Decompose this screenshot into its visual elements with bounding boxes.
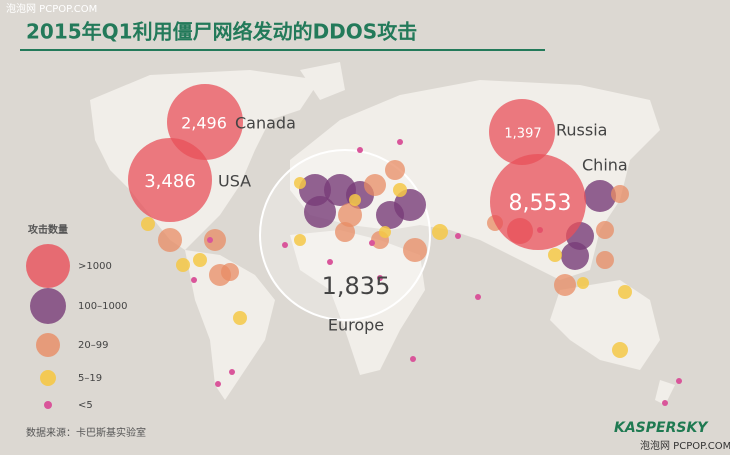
bubble	[676, 378, 682, 384]
bubble	[191, 277, 197, 283]
legend-label: 20–99	[78, 340, 108, 351]
watermark: 泡泡网 PCPOP.COM	[640, 439, 730, 452]
region-name: Canada	[235, 114, 296, 133]
bubble	[403, 238, 427, 262]
legend-swatch	[44, 401, 52, 409]
bubble	[561, 242, 589, 270]
legend-swatch	[40, 370, 56, 386]
legend-label: <5	[78, 400, 93, 411]
bubble	[176, 258, 190, 272]
bubble	[338, 203, 362, 227]
region-value: 2,496	[181, 114, 227, 133]
bubble-usa	[128, 138, 212, 222]
legend-swatch	[26, 244, 70, 288]
bubble-russia	[489, 99, 555, 165]
legend-title: 攻击数量	[28, 223, 68, 236]
bubble	[327, 259, 333, 265]
bubble	[410, 356, 416, 362]
bubble	[364, 174, 386, 196]
bubble	[397, 139, 403, 145]
bubble	[369, 240, 375, 246]
bubble	[294, 177, 306, 189]
source: 数据来源：卡巴斯基实验室	[26, 426, 146, 439]
bubble	[207, 237, 213, 243]
bubble	[455, 233, 461, 239]
bubble	[596, 251, 614, 269]
bubble	[229, 369, 235, 375]
bubble	[394, 189, 426, 221]
bubble	[221, 263, 239, 281]
region-name: Russia	[556, 121, 607, 140]
bubble	[335, 222, 355, 242]
bubble	[193, 253, 207, 267]
bubble	[215, 381, 221, 387]
legend-swatch	[36, 333, 60, 357]
bubble	[379, 226, 391, 238]
bubble	[294, 234, 306, 246]
bubble	[618, 285, 632, 299]
region-value: 3,486	[144, 171, 196, 192]
bubble	[393, 183, 407, 197]
region-name: Europe	[328, 316, 384, 335]
bubble	[349, 194, 361, 206]
bubble	[204, 229, 226, 251]
region-value: 1,835	[322, 272, 391, 300]
bubble	[475, 294, 481, 300]
bubble	[282, 242, 288, 248]
legend-label: >1000	[78, 261, 112, 272]
bubble	[141, 217, 155, 231]
bubble	[432, 224, 448, 240]
bubble	[611, 185, 629, 203]
legend-swatch	[30, 288, 66, 324]
bubble	[554, 274, 576, 296]
legend-label: 5–19	[78, 373, 102, 384]
title: 2015年Q1利用僵尸网络发动的DDOS攻击	[26, 20, 417, 44]
bubble	[548, 248, 562, 262]
bubble	[377, 275, 383, 281]
bubble-canada	[167, 84, 243, 160]
bubble-china	[490, 154, 586, 250]
bubble	[577, 277, 589, 289]
bubble	[158, 228, 182, 252]
bubble	[662, 400, 668, 406]
region-value: 8,553	[509, 191, 572, 216]
bubble	[304, 196, 336, 228]
bubble	[584, 180, 616, 212]
bubble	[612, 342, 628, 358]
region-value: 1,397	[504, 127, 541, 142]
bubble	[233, 311, 247, 325]
region-name: USA	[218, 172, 251, 191]
legend-label: 100–1000	[78, 301, 128, 312]
bubble	[596, 221, 614, 239]
bubbles	[141, 139, 682, 406]
region-name: China	[582, 156, 628, 175]
logo: KASPERSKY	[614, 420, 709, 436]
watermark: 泡泡网 PCPOP.COM	[6, 2, 97, 15]
bubble	[357, 147, 363, 153]
bubble	[385, 160, 405, 180]
